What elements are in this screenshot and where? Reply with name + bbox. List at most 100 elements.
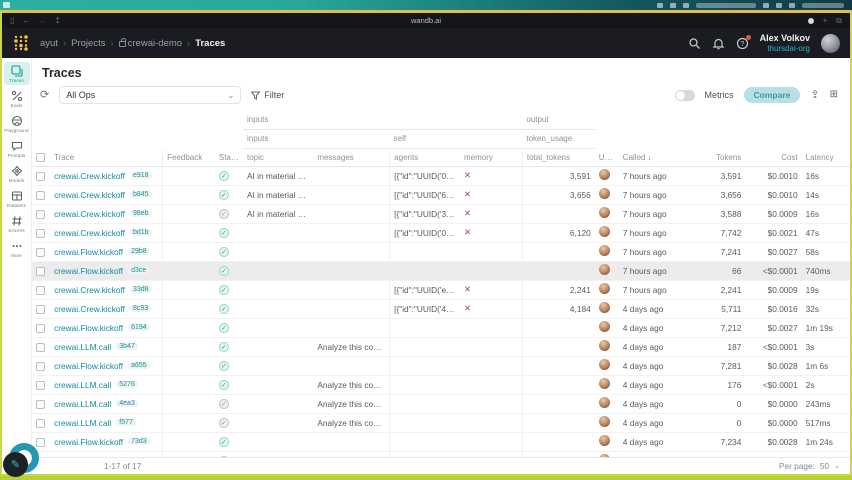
table-row[interactable]: crewai.Crew.kickoff b845 ✓ AI in material s… <box>32 185 850 205</box>
sidebar-item-models[interactable]: Models <box>4 162 30 185</box>
column-header-total-tokens[interactable]: total_tokens <box>522 148 595 167</box>
trace-link[interactable]: crewai.Flow.kickoff <box>54 246 124 257</box>
table-row[interactable]: crewai.Flow.kickoff 29b8 ✓ 7 hours ago 7,241… <box>32 242 850 262</box>
column-header-feedback[interactable]: Feedback <box>162 148 215 167</box>
new-tab-icon[interactable]: + <box>822 15 828 25</box>
url-bar[interactable]: wandb.ai <box>2 16 850 25</box>
back-icon[interactable]: ← <box>22 15 31 25</box>
filter-button[interactable]: Filter <box>251 90 284 100</box>
trace-link[interactable]: crewai.LLM.call <box>54 341 112 352</box>
row-checkbox[interactable] <box>36 266 45 276</box>
trace-link[interactable]: crewai.Crew.kickoff <box>54 170 125 181</box>
trace-link[interactable]: crewai.Flow.kickoff <box>54 322 124 333</box>
select-all-checkbox[interactable] <box>36 152 45 162</box>
row-checkbox[interactable] <box>36 437 45 447</box>
breadcrumb-project[interactable]: crewai-demo <box>118 37 182 49</box>
sidebar-item-datasets[interactable]: Datasets <box>4 187 30 210</box>
row-checkbox[interactable] <box>36 285 45 295</box>
trace-link[interactable]: crewai.Flow.kickoff <box>54 265 124 276</box>
row-checkbox[interactable] <box>36 380 45 390</box>
table-row[interactable]: crewai.Crew.kickoff 8c93 ✓ [{"id":"UUID('45… <box>32 299 850 319</box>
total-tokens-cell: 3,656 <box>522 185 595 205</box>
column-header-trace[interactable]: Trace <box>50 148 164 167</box>
avatar[interactable] <box>821 33 840 53</box>
trace-link[interactable]: crewai.Crew.kickoff <box>54 284 125 295</box>
topic-cell <box>242 242 314 262</box>
column-header-topic[interactable]: topic <box>242 148 314 167</box>
wandb-logo-icon[interactable] <box>12 34 30 52</box>
row-checkbox[interactable] <box>36 323 45 333</box>
table-row[interactable]: crewai.Crew.kickoff e918 ✓ AI in material s… <box>32 166 850 186</box>
table-row[interactable]: crewai.LLM.call 3b47 ✓ Analyze this conten.… <box>32 337 850 357</box>
table-row[interactable]: crewai.Flow.kickoff a655 ✓ 4 days ago 7,281 $… <box>32 356 850 376</box>
row-checkbox[interactable] <box>36 342 45 352</box>
cost-cell: $0.0027 <box>745 318 802 338</box>
help-icon[interactable]: ? <box>736 34 751 50</box>
trace-link[interactable]: crewai.Crew.kickoff <box>54 227 125 238</box>
topic-cell <box>242 394 314 414</box>
sidebar-item-traces[interactable]: Traces <box>3 62 30 85</box>
column-header-messages[interactable]: messages <box>313 148 391 167</box>
extension-icon[interactable] <box>807 17 814 24</box>
table-row[interactable]: crewai.Crew.kickoff bd1b ✓ [{"id":"UUID('04… <box>32 223 850 243</box>
notifications-bell-icon[interactable] <box>712 37 725 50</box>
column-header-cost[interactable]: Cost <box>745 148 802 167</box>
table-row[interactable]: crewai.Crew.kickoff 33d8 ✓ [{"id":"UUID('e8… <box>32 280 850 300</box>
row-checkbox[interactable] <box>36 209 45 219</box>
sidebar-item-evals[interactable]: Evals <box>4 87 30 110</box>
trace-link[interactable]: crewai.LLM.call <box>54 417 112 428</box>
refresh-icon[interactable]: ⟳ <box>40 88 50 101</box>
column-header-called[interactable]: Called ↓ <box>618 148 692 167</box>
table-row[interactable]: crewai.Flow.kickoff 73d3 ✓ 4 days ago 7,234 $… <box>32 432 850 452</box>
column-header-memory[interactable]: memory <box>460 148 523 167</box>
trace-link[interactable]: crewai.LLM.call <box>54 398 112 409</box>
row-checkbox[interactable] <box>36 304 45 314</box>
column-header-user[interactable]: User <box>594 148 619 167</box>
column-header-latency[interactable]: Latency <box>801 148 850 167</box>
metrics-toggle[interactable] <box>674 89 695 101</box>
column-header-status[interactable]: Status <box>214 148 243 167</box>
column-header-agents[interactable]: agents <box>389 148 460 167</box>
row-checkbox[interactable] <box>36 171 45 181</box>
table-row[interactable]: crewai.Flow.kickoff d3ce ✓ 7 hours ago 66 <$0… <box>32 261 850 281</box>
trace-link[interactable]: crewai.Crew.kickoff <box>54 208 125 219</box>
trace-link[interactable]: crewai.Flow.kickoff <box>54 436 124 447</box>
sidebar-item-more[interactable]: More <box>4 237 30 260</box>
sidebar-item-playground[interactable]: Playground <box>4 112 30 135</box>
trace-link[interactable]: crewai.Crew.kickoff <box>54 303 125 314</box>
sort-desc-icon[interactable]: ↓ <box>647 154 652 162</box>
trace-link[interactable]: crewai.LLM.call <box>54 379 112 390</box>
compare-button[interactable]: Compare <box>743 87 801 103</box>
table-row[interactable]: crewai.LLM.call 5276 ✓ Analyze this conten.… <box>32 375 850 395</box>
trace-link[interactable]: crewai.Crew.kickoff <box>54 189 125 200</box>
table-row[interactable]: crewai.LLM.call f577 ✓ Analyze this conten.… <box>32 413 850 433</box>
user-cell <box>594 204 619 224</box>
table-row[interactable]: crewai.LLM.call 4ea3 ✓ Analyze this conten.… <box>32 394 850 414</box>
trace-link[interactable]: crewai.Flow.kickoff <box>54 360 124 371</box>
row-checkbox[interactable] <box>36 190 45 200</box>
sidebar-toggle-icon[interactable]: ▯ <box>10 15 15 25</box>
column-header-tokens[interactable]: Tokens <box>691 148 746 167</box>
columns-grid-icon[interactable]: ⊞ <box>829 89 838 100</box>
export-icon[interactable]: ⇪ <box>810 88 820 101</box>
breadcrumb-user[interactable]: ayut <box>40 37 58 49</box>
user-info[interactable]: Alex Volkov thursdai-org <box>760 33 810 53</box>
ops-filter-select[interactable]: All Ops ⌄ <box>59 86 242 104</box>
evals-icon <box>11 90 23 102</box>
row-checkbox[interactable] <box>36 228 45 238</box>
row-checkbox[interactable] <box>36 361 45 371</box>
main-panel: Traces ⟳ All Ops ⌄ Filter Metrics Compar… <box>32 58 850 474</box>
row-checkbox[interactable] <box>36 418 45 428</box>
share-icon[interactable]: ↥ <box>54 15 62 25</box>
row-checkbox[interactable] <box>36 247 45 257</box>
search-icon[interactable] <box>688 37 701 50</box>
row-checkbox[interactable] <box>36 399 45 409</box>
sidebar-item-scorers[interactable]: Scorers <box>4 212 30 235</box>
forward-icon[interactable]: → <box>38 15 47 25</box>
sidebar-item-prompts[interactable]: Prompts <box>4 137 30 160</box>
breadcrumb-projects[interactable]: Projects <box>71 37 106 49</box>
tabs-icon[interactable]: ⧉ <box>836 15 842 25</box>
table-row[interactable]: crewai.Crew.kickoff 98eb ✓ AI in material s… <box>32 204 850 224</box>
table-row[interactable]: crewai.Flow.kickoff 6194 ✓ 4 days ago 7,212 $… <box>32 318 850 338</box>
per-page-select[interactable]: Per page: 50 ⌄ <box>779 461 840 471</box>
